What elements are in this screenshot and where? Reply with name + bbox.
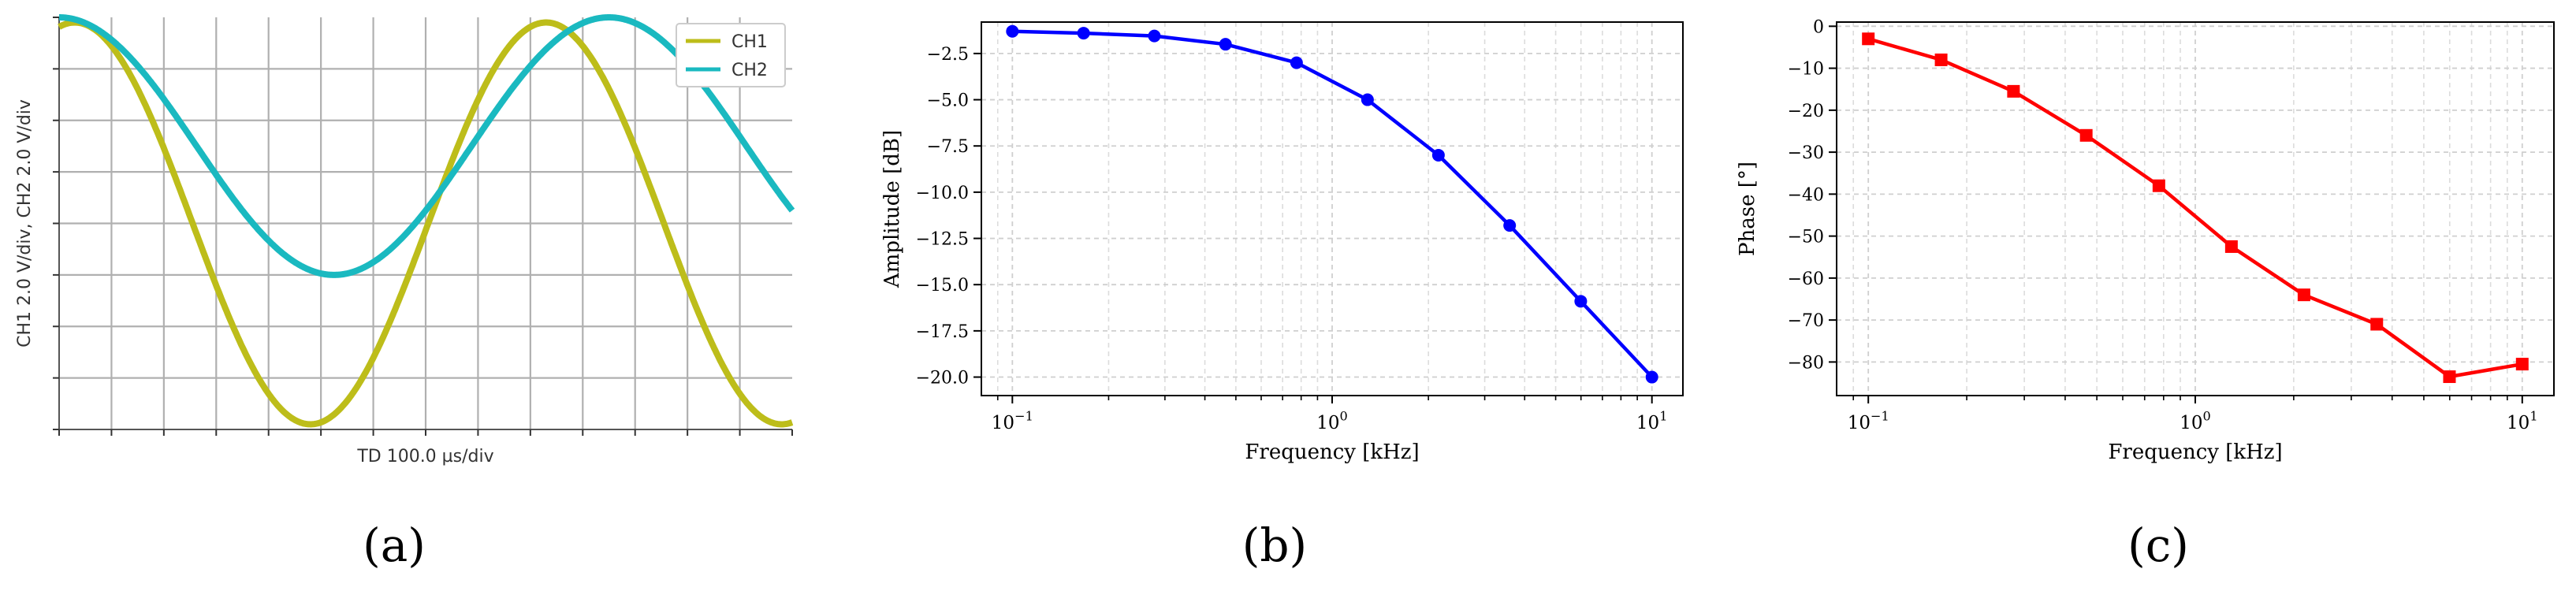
data-point: [1077, 27, 1090, 40]
series-line: [1867, 37, 2523, 379]
data-point: [1645, 370, 1658, 384]
panel-label-a: (a): [363, 519, 426, 572]
data-point: [2224, 240, 2238, 253]
x-tick-label: 101: [2507, 409, 2538, 433]
data-point: [1219, 38, 1232, 51]
data-point: [1290, 56, 1303, 69]
data-point: [1574, 295, 1588, 308]
y-tick-label: −20: [1788, 102, 1824, 121]
y-tick-label: −80: [1788, 353, 1824, 373]
y-tick-label: 0: [1813, 17, 1824, 37]
y-axis-label: Amplitude [dB]: [880, 130, 904, 288]
panel-label-b: (b): [1242, 519, 1307, 572]
data-point: [2079, 128, 2093, 142]
plot-frame: [981, 21, 1684, 396]
data-point: [2152, 179, 2165, 192]
y-tick-label: −15.0: [916, 276, 969, 296]
x-axis-label: TD 100.0 µs/div: [356, 447, 493, 466]
data-point: [1431, 148, 1445, 162]
data-point: [2370, 318, 2384, 331]
y-tick-label: −10.0: [916, 184, 969, 203]
x-tick-label: 100: [1316, 409, 1348, 433]
legend-box: [676, 23, 786, 87]
series-line: [1012, 29, 1654, 379]
y-axis-label: CH1 2.0 V/div, CH2 2.0 V/div: [15, 99, 35, 348]
series-line-ch1: [57, 19, 795, 428]
data-point: [2443, 370, 2456, 384]
y-tick-label: −50: [1788, 228, 1824, 247]
data-point: [1006, 24, 1019, 38]
plot-frame: [1836, 21, 2555, 396]
x-tick-label: 100: [2180, 409, 2211, 433]
x-tick-label: 10−1: [992, 409, 1033, 433]
y-tick-label: −70: [1788, 311, 1824, 331]
panel-label-c: (c): [2127, 519, 2189, 572]
y-tick-label: −30: [1788, 143, 1824, 163]
y-tick-label: −17.5: [916, 322, 969, 342]
y-tick-label: −12.5: [916, 230, 969, 250]
y-axis-label: Phase [°]: [1736, 162, 1759, 256]
series-line-ch2: [57, 14, 795, 278]
panel-b: −2.5 −5.0 −7.5 −10.0 −12.5 −15.0 −17.5 −20.0 Fre…: [880, 21, 1684, 572]
legend-label-ch1: CH1: [731, 32, 768, 52]
y-tick-label: −40: [1788, 185, 1824, 205]
data-point: [1361, 93, 1374, 106]
legend-label-ch2: CH2: [731, 61, 768, 80]
y-tick-label: −10: [1788, 60, 1824, 80]
data-point: [2297, 288, 2310, 302]
y-tick-label: −5.0: [927, 91, 969, 111]
data-point: [1148, 29, 1161, 43]
data-point: [1503, 219, 1517, 232]
x-tick-label: 10−1: [1848, 409, 1889, 433]
y-tick-label: −20.0: [916, 369, 969, 388]
data-point: [2007, 84, 2020, 98]
data-point: [1934, 53, 1948, 66]
x-axis-label: Frequency [kHz]: [1245, 440, 1419, 464]
y-tick-label: −2.5: [927, 45, 969, 65]
x-axis-label: Frequency [kHz]: [2108, 440, 2282, 464]
x-tick-label: 101: [1636, 409, 1668, 433]
data-point: [1862, 32, 1875, 46]
y-tick-label: −60: [1788, 269, 1824, 289]
panel-c: 0 −10 −20 −30 −40 −50 −60 −70 −80 Frequency [kHz]…: [1736, 17, 2555, 572]
data-point: [2515, 358, 2529, 371]
y-tick-label: −7.5: [927, 137, 969, 157]
